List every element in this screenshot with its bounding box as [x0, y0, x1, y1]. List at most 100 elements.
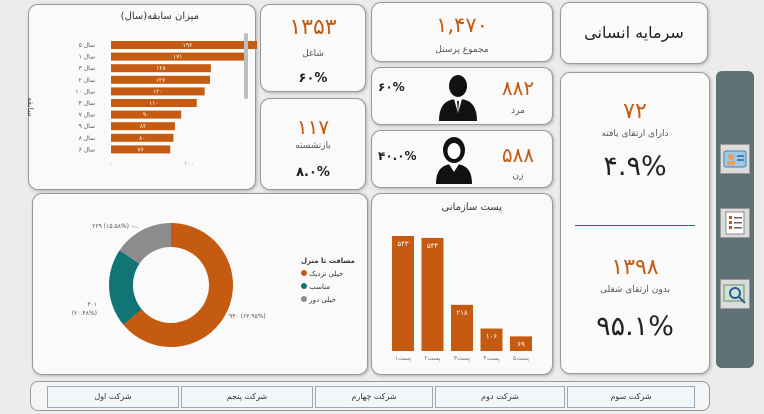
data-label: ۸۰ [139, 135, 145, 142]
data-label: ۱۲۷ [156, 77, 166, 84]
search-map-button[interactable] [720, 279, 750, 309]
legend-label: مناسب [309, 283, 330, 291]
bar [111, 133, 174, 142]
tick-label: سال ۶ [79, 146, 95, 153]
data-label: ۲۱۸ [456, 309, 468, 317]
post-chart-card: پست سازمانی ۵۴۳ پست۱ ۵۳۴ پست۲ ۲۱۸ پست۳ ۱۰۶ پست۴… [371, 193, 553, 375]
legend-title: مسافت تا منزل [301, 257, 355, 265]
retired-card: ۱۱۷ بازنشسته ۸.۰% [260, 98, 366, 190]
retired-percent: ۸.۰% [296, 165, 330, 180]
not-promoted-label: بدون ارتقای شغلی [600, 285, 670, 295]
total-staff-label: مجموع پرسنل [435, 45, 489, 55]
legend-label: خیلی دور [309, 296, 336, 304]
donut-slice [119, 223, 171, 264]
legend-label: خیلی نزدیک [309, 270, 344, 278]
man-icon [439, 75, 477, 121]
men-card: ۶۰% ۸۸۲ مرد [371, 67, 553, 125]
men-label: مرد [511, 106, 525, 116]
leader-line [130, 225, 140, 229]
data-label: ۱۲۸ [156, 65, 166, 72]
promoted-label: دارای ارتقای یافته [601, 129, 669, 139]
tick-label: پست۴ [483, 355, 499, 362]
legend-swatch [301, 296, 307, 302]
bar [392, 236, 414, 351]
side-navigation [716, 71, 754, 368]
bar [111, 64, 211, 73]
distance-donut-chart: ۹۴۰ (۶۳.۹۵%) ۳۰۱ (۲۰.۴۸%) ۲۲۹ (۱۵.۵۸%) [72, 223, 266, 347]
distance-chart-card: ۹۴۰ (۶۳.۹۵%) ۳۰۱ (۲۰.۴۸%) ۲۲۹ (۱۵.۵۸%) مساف… [32, 193, 368, 375]
legend-swatch [301, 270, 307, 276]
checklist-button[interactable] [720, 208, 750, 238]
bar [111, 75, 211, 84]
bar [111, 87, 205, 96]
data-label: ۸۲ [140, 123, 146, 130]
total-staff-card: ۱,۴۷۰ مجموع پرسنل [371, 2, 553, 62]
divider [575, 225, 695, 226]
total-staff-value: ۱,۴۷۰ [436, 13, 488, 37]
tab-company-2[interactable]: شرکت دوم [435, 386, 565, 408]
x-tick-label: ۱۰۰ [184, 160, 194, 167]
data-label: ۱۹۶ [183, 42, 193, 49]
experience-chart-card: میزان سابقه(سال) سابقه سال ۵ ۱۹۶ سال ۱ ۱۷۱ س… [26, 4, 257, 190]
data-label: ۶۹ [517, 340, 525, 348]
chart-title: میزان سابقه(سال) [120, 11, 199, 22]
women-label: زن [512, 171, 524, 181]
legend-item: مناسب [301, 283, 330, 291]
bar [111, 110, 182, 119]
slice-label: ۹۴۰ (۶۳.۹۵%) [229, 313, 266, 320]
chart-title: پست سازمانی [441, 202, 502, 213]
bar [421, 237, 444, 351]
tick-label: سال ۱۰ [75, 88, 95, 95]
bar [111, 52, 245, 61]
retired-label: بازنشسته [295, 141, 331, 151]
scrollbar[interactable] [244, 33, 248, 99]
bar [451, 304, 473, 351]
page-title: سرمایه انسانی [584, 23, 684, 42]
men-percent: ۶۰% [378, 80, 405, 94]
data-label: ۵۴۳ [397, 240, 409, 248]
legend-swatch [301, 283, 307, 289]
tick-label: پست۳ [454, 355, 470, 362]
bar [111, 145, 171, 154]
tab-company-4[interactable]: شرکت چهارم [315, 386, 433, 408]
employed-card: ۱۳۵۳ شاغل ۶۰% [260, 4, 366, 92]
person-card-icon [723, 150, 747, 168]
data-label: ۵۳۴ [427, 242, 439, 250]
tick-label: سال ۹ [79, 123, 95, 130]
women-value: ۵۸۸ [501, 143, 535, 167]
donut-slice [123, 223, 233, 347]
post-bar-chart: ۵۴۳ پست۱ ۵۳۴ پست۲ ۲۱۸ پست۳ ۱۰۶ پست۴ ۶۹ پست۵ [392, 236, 532, 362]
tab-company-1[interactable]: شرکت اول [47, 386, 179, 408]
woman-icon [436, 137, 472, 184]
promotion-card: ۷۲ دارای ارتقای یافته ۴.۹% ۱۳۹۸ بدون ارت… [560, 72, 710, 374]
promoted-value: ۷۲ [623, 99, 647, 124]
data-label: ۹۰ [143, 112, 149, 119]
slice-label: ۳۰۱ (۲۰.۴۸%) [72, 301, 97, 317]
not-promoted-percent: ۹۵.۱% [596, 311, 674, 342]
not-promoted-value: ۱۳۹۸ [611, 255, 659, 280]
person-card-button[interactable] [720, 144, 750, 174]
women-percent: ۴۰.۰% [378, 149, 417, 163]
tick-label: پست۱ [395, 355, 411, 362]
data-label: ۱۰۶ [486, 333, 498, 341]
search-map-icon [723, 284, 746, 304]
data-label: ۷۶ [137, 146, 143, 153]
data-label: ۱۱۰ [149, 100, 159, 107]
slice-label: ۲۲۹ (۱۵.۵۸%) [92, 223, 129, 230]
tick-label: سال ۲ [79, 77, 95, 84]
bar [111, 41, 257, 49]
employed-value: ۱۳۵۳ [289, 15, 337, 40]
tick-label: سال ۳ [79, 65, 95, 72]
data-label: ۱۷۱ [173, 54, 183, 61]
tab-company-5[interactable]: شرکت پنجم [181, 386, 313, 408]
bar [111, 99, 197, 107]
employed-label: شاغل [302, 49, 324, 59]
tick-label: سال ۴ [79, 100, 95, 107]
bar [510, 336, 532, 351]
women-card: ۴۰.۰% ۵۸۸ زن [371, 130, 553, 188]
promoted-percent: ۴.۹% [603, 151, 667, 182]
checklist-icon [725, 211, 745, 235]
experience-bar-chart: سال ۵ ۱۹۶ سال ۱ ۱۷۱ سال ۳ ۱۲۸ سال ۲ ۱۲۷ سال ۱۰ ۱۲… [75, 41, 257, 167]
tab-company-3[interactable]: شرکت سوم [567, 386, 695, 408]
tick-label: پست۲ [424, 355, 440, 362]
